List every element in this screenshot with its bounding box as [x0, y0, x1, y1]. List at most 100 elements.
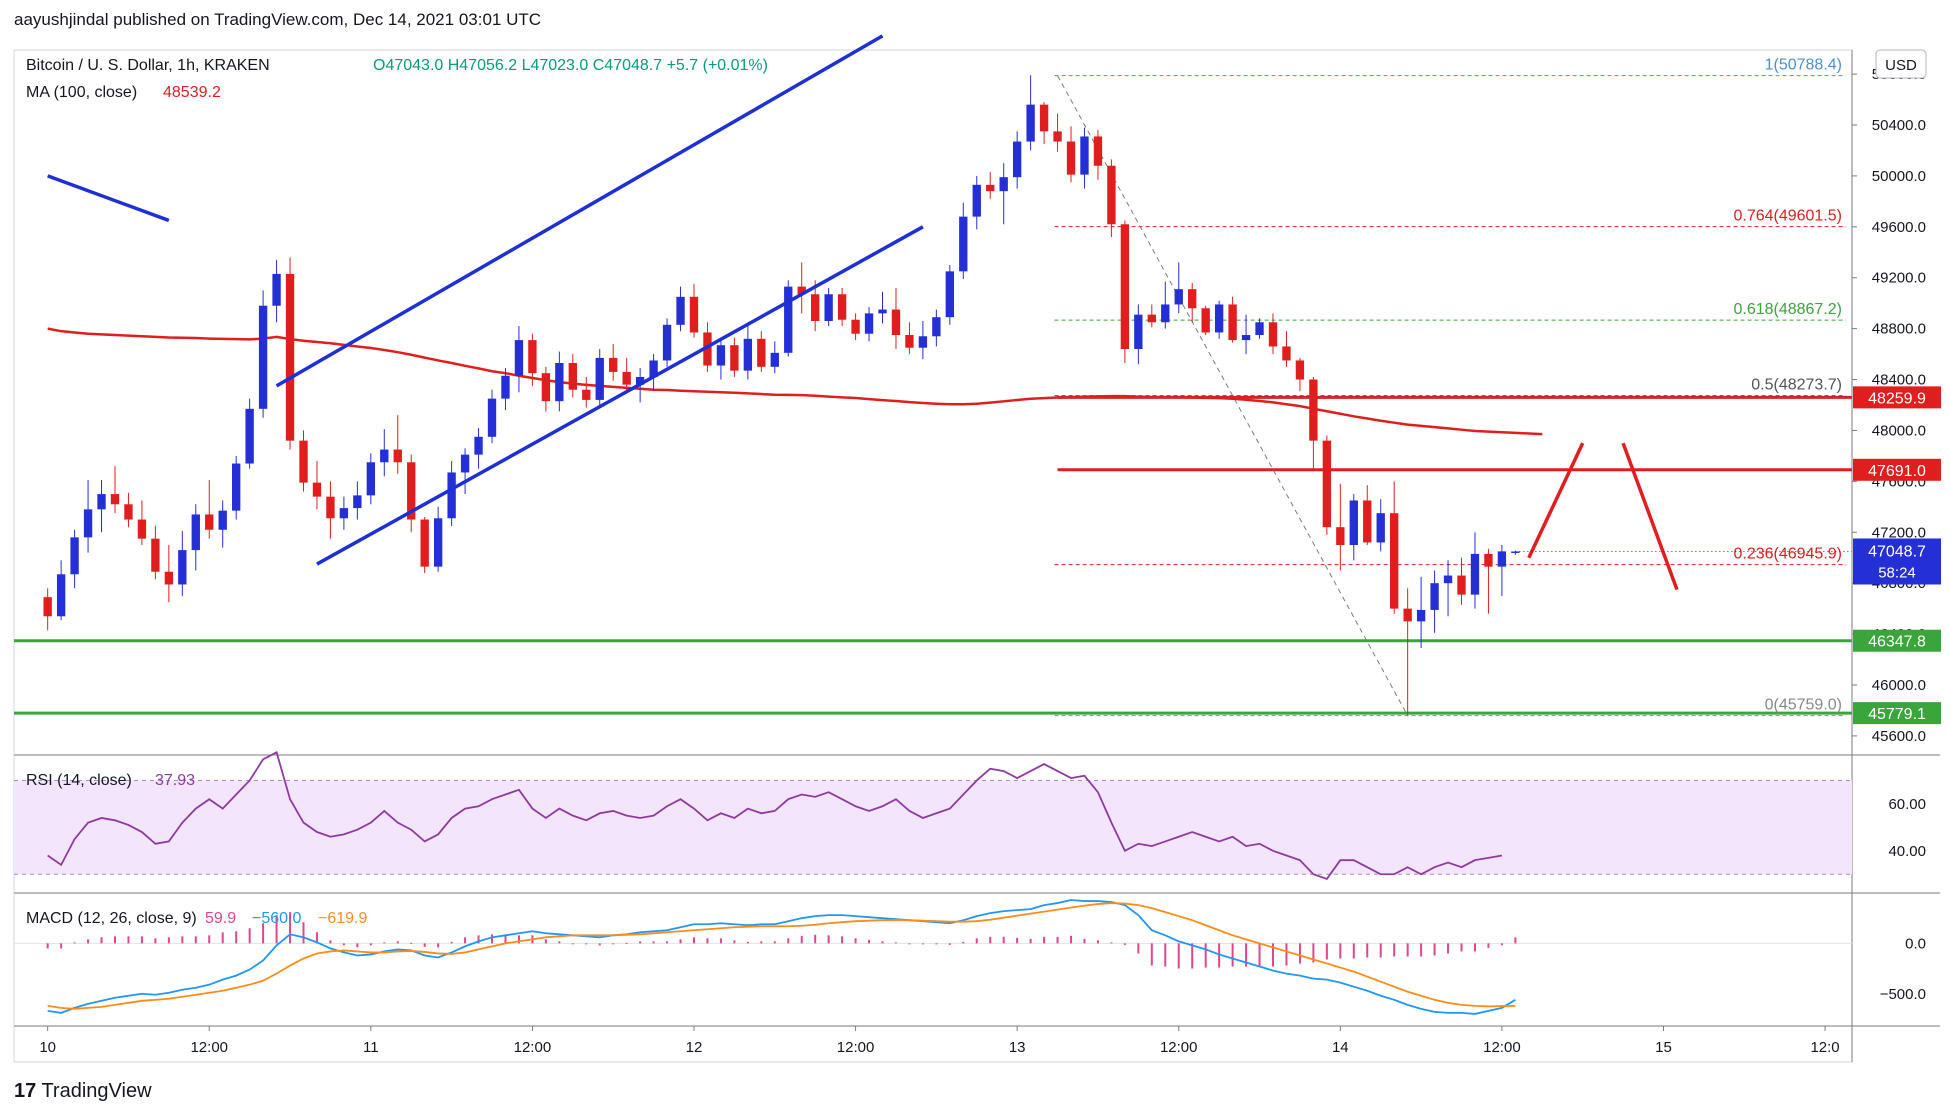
macd-hist-bar [1514, 937, 1517, 944]
channel-lower-line [316, 225, 924, 566]
candle-body [528, 340, 537, 374]
macd-hist-bar [1043, 936, 1046, 944]
macd-hist-bar [1312, 943, 1315, 963]
macd-hist-bar [410, 942, 413, 944]
candle-body [474, 436, 483, 455]
fib-level-label: 0.618(48867.2) [1733, 301, 1842, 318]
macd-tick-label: −500.0 [1880, 986, 1926, 1003]
macd-hist-bar [585, 943, 588, 945]
macd-hist-bar [1029, 938, 1032, 944]
macd-hist-bar [598, 943, 601, 946]
candle-body [1214, 304, 1224, 333]
candle-body [393, 449, 402, 463]
macd-hist-bar [1110, 942, 1113, 944]
macd-hist-bar [881, 941, 884, 944]
macd-hist-bar [1325, 943, 1328, 960]
macd-hist-bar [1379, 943, 1382, 958]
macd-hist-bar [289, 912, 292, 944]
price-label-48259: 48259.9 [1868, 390, 1926, 407]
candle-body [1470, 553, 1480, 595]
time-tick-label: 12:0 [1810, 1039, 1839, 1056]
macd-hist-bar [746, 941, 749, 944]
tradingview-logo[interactable]: 17 TradingView [14, 1080, 152, 1103]
candle-body [272, 273, 281, 306]
candle-body [1416, 609, 1426, 622]
macd-hist-bar [558, 941, 561, 944]
macd-hist-bar [248, 928, 251, 944]
macd-hist-bar [302, 922, 305, 944]
price-label-45779: 45779.1 [1868, 706, 1926, 723]
candle-body [1053, 131, 1062, 142]
candle-body [676, 296, 685, 325]
candle-body [784, 286, 793, 353]
macd-hist-bar [1433, 943, 1436, 956]
legend-ma-value: 48539.2 [163, 84, 221, 101]
price-tick-label: 50000.0 [1872, 168, 1926, 185]
candle-body [770, 352, 779, 367]
candle-body [649, 360, 658, 377]
candle-body [1093, 136, 1103, 166]
macd-hist-bar [1083, 938, 1086, 944]
ma-100-line [47, 327, 1543, 436]
candle-body [218, 510, 227, 530]
macd-hist-bar [1420, 943, 1423, 957]
candle-body [582, 389, 591, 400]
candle-body [178, 550, 187, 585]
macd-hist-bar [639, 941, 642, 944]
macd-hist-bar [935, 943, 938, 945]
candle-body [851, 319, 860, 334]
channel-upper-line [275, 34, 884, 388]
candle-body [1511, 551, 1520, 553]
fib-level-label: 0(45759.0) [1765, 697, 1842, 714]
macd-hist-bar [706, 938, 709, 944]
legend-ohlc: O47043.0 H47056.2 L47023.0 C47048.7 +5.7… [373, 57, 768, 74]
candle-body [891, 309, 901, 335]
fib-level-label: 0.5(48273.7) [1751, 377, 1842, 394]
candle-body [1268, 322, 1278, 347]
macd-hist-bar [625, 942, 628, 944]
candle-body [1147, 314, 1156, 323]
time-tick-label: 12 [686, 1039, 703, 1056]
macd-hist-bar [571, 943, 574, 945]
macd-hist-bar [666, 941, 669, 944]
currency-button-bg [1875, 49, 1927, 79]
macd-hist-bar [1393, 943, 1396, 957]
candle-body [689, 296, 699, 333]
price-tick-label: 48800.0 [1872, 321, 1926, 338]
candle-body [743, 338, 753, 371]
candle-body [609, 357, 618, 372]
candle-body [1349, 500, 1358, 545]
legend-macd-signal: −619.9 [318, 910, 367, 927]
candle-body [797, 286, 806, 295]
currency-button[interactable]: USD [1885, 57, 1917, 74]
candle-body [1322, 440, 1332, 528]
macd-hist-bar [1500, 943, 1503, 946]
candle-body [824, 294, 833, 321]
macd-hist-bar [1271, 943, 1274, 967]
macd-hist-bar [275, 915, 278, 944]
candle-body [757, 338, 766, 367]
candle-body [555, 363, 564, 402]
candle-body [999, 177, 1008, 192]
macd-hist-bar [827, 935, 830, 944]
legend-symbol: Bitcoin / U. S. Dollar, 1h, KRAKEN [26, 57, 270, 74]
candle-body [151, 538, 160, 572]
candle-body [1188, 289, 1197, 309]
fib-level-label: 1(50788.4) [1765, 57, 1842, 74]
time-tick-label: 15 [1655, 1039, 1672, 1056]
time-tick-label: 12:00 [514, 1039, 552, 1056]
candle-body [1430, 583, 1439, 610]
candle-body [568, 363, 577, 390]
candle-body [541, 373, 551, 402]
candle-body [326, 496, 335, 519]
macd-hist-bar [1150, 943, 1153, 966]
macd-hist-bar [679, 939, 682, 944]
macd-hist-bar [1245, 943, 1248, 967]
candle-body [205, 514, 214, 530]
macd-hist-bar [396, 941, 399, 944]
candle-body [447, 472, 456, 519]
macd-hist-bar [948, 943, 951, 945]
candle-body [43, 597, 52, 617]
candle-body [380, 449, 389, 463]
